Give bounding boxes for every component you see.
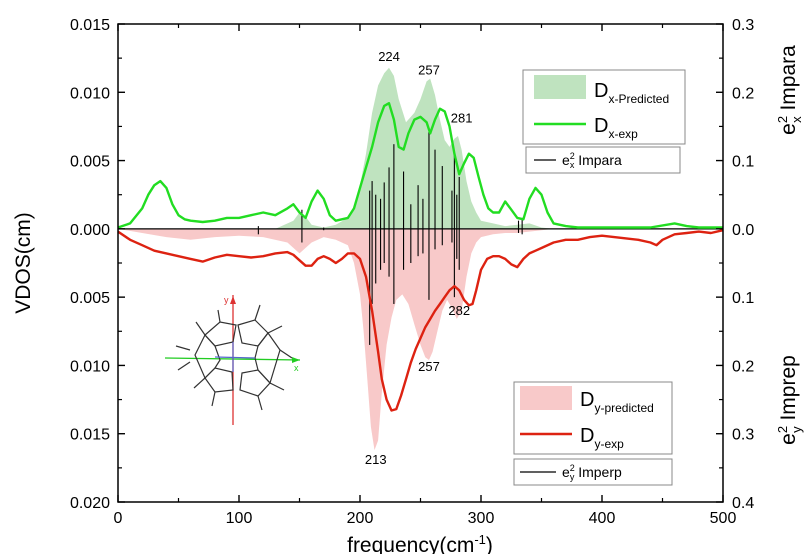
y-right-tick-label: 0.1 — [732, 154, 754, 171]
peak-label: 213 — [365, 452, 387, 467]
y-axis-left-title: VDOS(cm) — [12, 212, 35, 314]
svg-text:x: x — [294, 363, 299, 373]
y-left-tick-label: 0.010 — [70, 358, 110, 375]
svg-text:y: y — [224, 295, 229, 305]
x-tick-label: 400 — [589, 510, 616, 527]
y-left-tick-label: 0.000 — [70, 222, 110, 239]
y-right-tick-label: 0.3 — [732, 17, 754, 34]
legend-dy-predicted-label: Dy-predicted — [580, 389, 654, 415]
y-left-tick-label: 0.020 — [70, 495, 110, 512]
legend-bottom: Dy-predicted Dy-exp e2 y Imperp — [513, 381, 673, 486]
y-left-tick-label: 0.005 — [70, 154, 110, 171]
peak-label: 282 — [448, 303, 470, 318]
legend-dx-predicted-label: Dx-Predicted — [594, 80, 669, 106]
peak-labels: 224 257 281 282 257 213 — [365, 49, 473, 467]
y-axis-right-top-title: e2x Impara — [775, 45, 804, 135]
stick-spectra — [257, 131, 523, 345]
molecule-structure-inset: y x — [164, 295, 301, 425]
x-tick-label: 500 — [710, 510, 737, 527]
experimental-lines — [117, 101, 724, 412]
y-right-tick-label: 0.1 — [732, 290, 754, 307]
legend-dx-predicted-swatch — [534, 75, 586, 99]
x-tick-label: 300 — [468, 510, 495, 527]
x-tick-label: 200 — [347, 510, 374, 527]
y-left-tick-label: 0.015 — [70, 17, 110, 34]
y-axis-right-bottom-title: e2y Imprep — [775, 355, 804, 445]
legend-ey-stick-label: e2 y Imperp — [562, 463, 622, 482]
legend-dy-predicted-swatch — [520, 386, 572, 410]
series-line-dy_exp — [117, 229, 724, 412]
legend-top: Dx-Predicted Dx-exp e2 x Impara — [522, 69, 686, 174]
y-right-tick-label: 0.4 — [732, 495, 754, 512]
legend-ex-stick-label: e2 x Impara — [562, 151, 622, 170]
peak-label: 224 — [378, 49, 400, 64]
legend-dy-exp-label: Dy-exp — [580, 425, 624, 451]
x-tick-label: 0 — [114, 510, 123, 527]
x-tick-label: 100 — [226, 510, 253, 527]
y-right-tick-label: 0.0 — [732, 222, 754, 239]
peak-label: 257 — [418, 359, 440, 374]
axis-ticks: 0 100 200 300 400 5000.0150.0100.0050.0000.00… — [70, 17, 754, 527]
series-line-dx_exp — [117, 101, 723, 229]
legend-dx-exp-label: Dx-exp — [594, 115, 638, 141]
y-right-tick-label: 0.2 — [732, 358, 754, 375]
y-left-tick-label: 0.005 — [70, 290, 110, 307]
series-area-dx_predicted — [118, 67, 723, 229]
y-left-tick-label: 0.015 — [70, 427, 110, 444]
y-right-tick-label: 0.2 — [732, 85, 754, 102]
y-left-tick-label: 0.010 — [70, 85, 110, 102]
peak-label: 281 — [451, 110, 473, 125]
y-right-tick-label: 0.3 — [732, 427, 754, 444]
peak-label: 257 — [418, 63, 440, 78]
x-axis-title: frequency(cm-1) — [347, 532, 493, 554]
